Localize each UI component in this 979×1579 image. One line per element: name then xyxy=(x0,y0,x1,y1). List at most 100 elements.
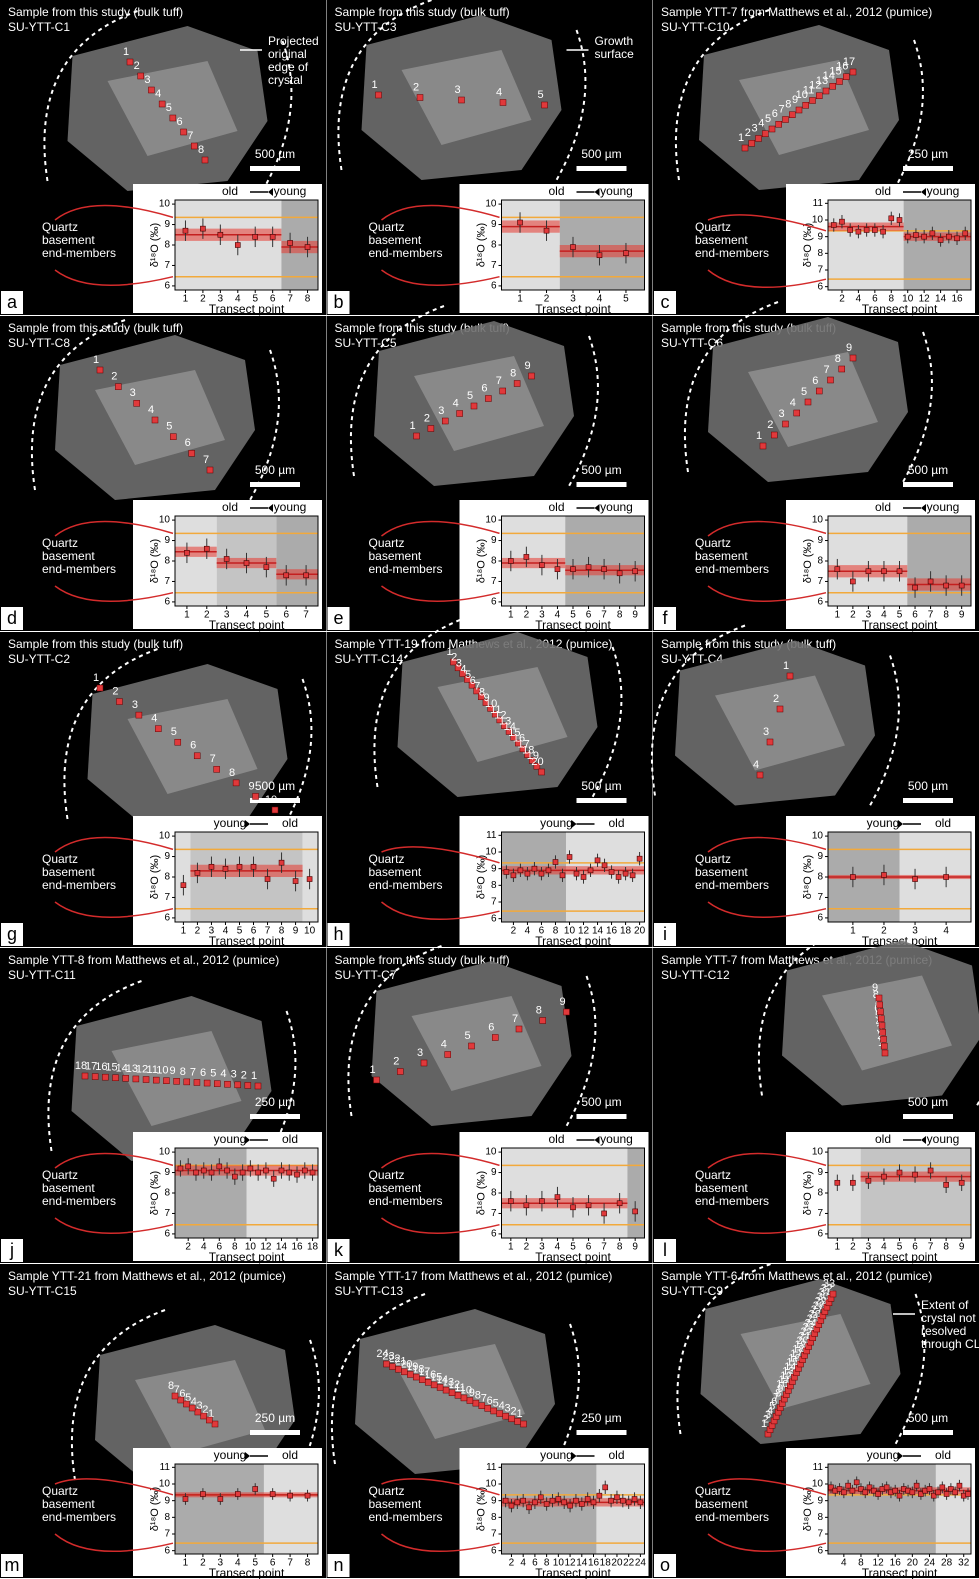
transect-marker xyxy=(485,396,491,402)
data-point xyxy=(265,877,270,882)
transect-marker xyxy=(207,467,213,473)
end-member-note: basement xyxy=(695,1181,748,1195)
transect-label: 2 xyxy=(413,81,419,93)
transect-marker xyxy=(175,739,181,745)
panel-title: Sample from this study (bulk tuff) xyxy=(8,5,183,19)
sample-name: SU-YTT-C15 xyxy=(8,1284,77,1298)
transect-label: 1 xyxy=(93,354,99,366)
y-tick-label: 9 xyxy=(164,851,170,862)
transect-marker xyxy=(500,388,506,394)
y-tick-label: 8 xyxy=(164,240,170,251)
transect-label: 5 xyxy=(166,421,172,433)
y-tick-label: 7 xyxy=(491,1529,497,1540)
data-point xyxy=(944,1182,949,1187)
data-point xyxy=(253,1487,258,1492)
end-member-note: end-members xyxy=(695,246,769,260)
panel: Sample from this study (bulk tuff)SU-YTT… xyxy=(653,302,979,632)
transect-marker xyxy=(417,95,423,101)
y-tick-label: 9 xyxy=(164,219,170,230)
data-point xyxy=(633,1209,638,1214)
data-point xyxy=(944,583,949,588)
y-tick-label: 10 xyxy=(485,515,497,526)
y-axis-label: δ¹⁸O (‰) xyxy=(475,1171,487,1215)
data-point xyxy=(850,1180,855,1185)
data-point xyxy=(881,229,886,234)
segment-shade xyxy=(596,1464,644,1554)
transect-label: 2 xyxy=(112,685,118,697)
end-member-note: basement xyxy=(695,549,748,563)
data-point xyxy=(922,234,927,239)
transect-label: 11 xyxy=(147,1064,158,1076)
scale-label: 500 µm xyxy=(581,1095,621,1109)
transect-label: 1 xyxy=(516,1408,522,1420)
y-tick-label: 6 xyxy=(164,1229,170,1240)
transect-label: 4 xyxy=(441,1038,447,1050)
transect-marker xyxy=(760,443,766,449)
transect-label: 6 xyxy=(190,740,196,752)
sample-name: SU-YTT-C14 xyxy=(335,652,404,666)
end-member-note: Quartz xyxy=(369,852,405,866)
x-tick-label: 9 xyxy=(293,926,299,937)
end-member-note: Quartz xyxy=(369,220,405,234)
sample-name: SU-YTT-C11 xyxy=(8,968,76,982)
data-point xyxy=(863,1490,868,1495)
data-point xyxy=(586,1203,591,1208)
transect-marker xyxy=(878,1009,884,1015)
x-tick-label: 8 xyxy=(617,1242,623,1253)
transect-marker xyxy=(425,1379,431,1385)
y-tick-label: 7 xyxy=(164,260,170,271)
transect-label: 7 xyxy=(496,375,502,387)
y-tick-label: 6 xyxy=(491,1229,497,1240)
transect-marker xyxy=(503,1413,509,1419)
data-point xyxy=(623,871,628,876)
transect-marker xyxy=(428,426,434,432)
data-point xyxy=(209,1170,214,1175)
transect-label: 6 xyxy=(177,116,183,128)
transect-label: 7 xyxy=(203,454,209,466)
direction-label: old xyxy=(608,816,624,830)
transect-label: 5 xyxy=(493,1397,499,1409)
x-tick-label: 2 xyxy=(200,294,206,305)
transect-label: 4 xyxy=(758,118,764,130)
data-point xyxy=(927,1487,932,1492)
end-member-note: Quartz xyxy=(369,536,405,550)
transect-label: 3 xyxy=(763,726,769,738)
transect-label: 5 xyxy=(801,386,807,398)
x-tick-label: 1 xyxy=(850,926,856,937)
data-point xyxy=(235,243,240,248)
y-axis-label: δ¹⁸O (‰) xyxy=(802,539,814,583)
transect-marker xyxy=(471,403,477,409)
y-tick-label: 10 xyxy=(485,1147,497,1158)
transect-marker xyxy=(195,1409,201,1415)
y-axis-label: δ¹⁸O (‰) xyxy=(149,1487,161,1531)
annotation: Extent of xyxy=(921,1298,969,1312)
y-tick-label: 6 xyxy=(491,597,497,608)
transect-label: 7 xyxy=(823,364,829,376)
direction-label: old xyxy=(608,1448,624,1462)
transect-marker xyxy=(491,1408,497,1414)
data-point xyxy=(568,1503,573,1508)
data-point xyxy=(181,883,186,888)
end-member-note: end-members xyxy=(369,878,443,892)
direction-label: old xyxy=(935,816,951,830)
end-member-note: Quartz xyxy=(42,220,78,234)
data-point xyxy=(200,1492,205,1497)
segment-shade xyxy=(828,200,904,290)
x-tick-label: 2 xyxy=(185,1242,191,1253)
x-tick-label: 2 xyxy=(524,610,530,621)
end-member-note: end-members xyxy=(695,878,769,892)
data-point xyxy=(511,873,516,878)
transect-label: 10 xyxy=(156,1065,168,1077)
scale-bar xyxy=(903,1430,953,1435)
scale-label: 500 µm xyxy=(908,463,948,477)
transect-marker xyxy=(455,1392,461,1398)
data-point xyxy=(302,1168,307,1173)
transect-marker xyxy=(787,673,793,679)
data-point xyxy=(504,870,509,875)
data-point xyxy=(850,579,855,584)
end-member-note: basement xyxy=(695,233,748,247)
transect-label: 4 xyxy=(151,713,157,725)
transect-label: 7 xyxy=(187,130,193,142)
scale-bar xyxy=(250,1114,300,1119)
data-point xyxy=(595,858,600,863)
